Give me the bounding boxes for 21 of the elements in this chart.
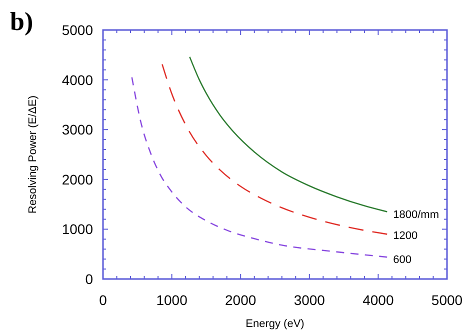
x-tick-label: 2000 xyxy=(225,292,256,308)
y-tick-label: 4000 xyxy=(62,72,94,88)
y-axis-title: Resolving Power (E/ΔE) xyxy=(27,96,39,214)
x-tick-label: 5000 xyxy=(431,292,463,308)
y-tick-label: 0 xyxy=(85,271,94,287)
series-label: 600 xyxy=(393,254,412,266)
line-series xyxy=(162,64,388,235)
x-axis-title: Energy (eV) xyxy=(246,318,304,330)
line-series xyxy=(131,76,388,258)
series-label: 1200 xyxy=(393,230,418,242)
x-tick-label: 0 xyxy=(99,292,108,308)
line-series xyxy=(189,56,388,212)
x-tick-label: 1000 xyxy=(156,292,188,308)
x-tick-label: 4000 xyxy=(362,292,394,308)
y-tick-label: 1000 xyxy=(62,221,94,238)
series-label: 1800/mm xyxy=(393,208,440,221)
x-tick-label: 3000 xyxy=(294,292,326,308)
y-tick-label: 5000 xyxy=(62,22,94,38)
y-tick-label: 3000 xyxy=(62,122,94,138)
chart-title: b) xyxy=(10,7,34,36)
y-tick-label: 2000 xyxy=(62,171,94,188)
